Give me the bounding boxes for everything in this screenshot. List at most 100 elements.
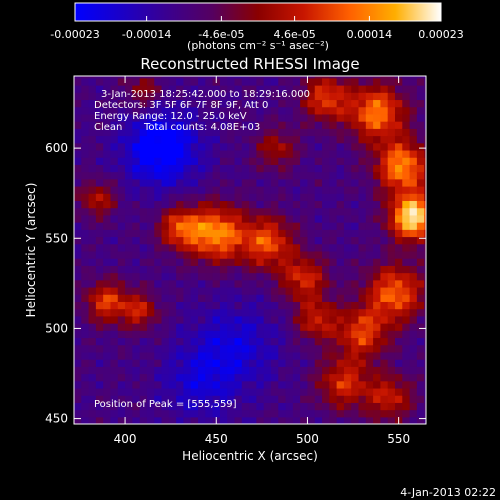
heatmap-cell xyxy=(307,185,316,194)
heatmap-cell xyxy=(212,135,221,144)
heatmap-cell xyxy=(263,207,272,216)
y-tick-label: 500 xyxy=(45,321,68,335)
heatmap-cell xyxy=(424,171,426,180)
heatmap-cell xyxy=(190,178,199,187)
heatmap-cell xyxy=(292,106,301,115)
heatmap-cell xyxy=(168,207,177,216)
heatmap-cell xyxy=(270,272,279,281)
heatmap-cell xyxy=(424,308,426,317)
heatmap-cell xyxy=(125,250,133,259)
heatmap-cell xyxy=(132,85,141,93)
heatmap-cell xyxy=(322,395,330,403)
heatmap-cell xyxy=(394,99,403,108)
heatmap-cell xyxy=(198,344,206,353)
colorbar-ticks: -0.00023 -0.00014 -4.6e-05 4.6e-05 0.00014 0.… xyxy=(50,16,464,41)
heatmap-cell xyxy=(161,236,170,245)
heatmap-cell xyxy=(154,185,163,194)
heatmap-cell xyxy=(373,279,382,288)
heatmap-cell xyxy=(270,301,279,310)
heatmap-cell xyxy=(139,250,148,259)
heatmap-cell xyxy=(300,236,309,245)
heatmap-cell xyxy=(154,157,163,165)
heatmap-cell xyxy=(154,337,163,346)
heatmap-cell xyxy=(132,272,141,281)
heatmap-cell xyxy=(387,402,396,411)
heatmap-cell xyxy=(110,395,119,403)
heatmap-cell xyxy=(88,121,97,129)
heatmap-cell xyxy=(205,236,214,245)
heatmap-cell xyxy=(227,149,236,158)
heatmap-cell xyxy=(81,200,90,209)
heatmap-cell xyxy=(212,85,221,93)
heatmap-cell xyxy=(351,178,360,187)
y-tick-label: 600 xyxy=(45,141,68,155)
heatmap-cell xyxy=(205,286,214,295)
heatmap-cell xyxy=(161,286,170,295)
heatmap-cell xyxy=(278,222,287,230)
heatmap-cell xyxy=(227,178,236,187)
heatmap-cell xyxy=(249,330,257,339)
heatmap-cell xyxy=(168,250,177,259)
heatmap-cell xyxy=(219,85,228,93)
heatmap-cell xyxy=(424,214,426,223)
heatmap-cell xyxy=(125,106,133,115)
heatmap-cell xyxy=(380,337,389,346)
heatmap-cell xyxy=(81,142,90,151)
heatmap-cell xyxy=(300,359,309,367)
heatmap-cell xyxy=(292,85,301,93)
heatmap-cell xyxy=(343,193,352,202)
heatmap-cell xyxy=(351,416,360,424)
heatmap-cell xyxy=(300,92,309,101)
heatmap-cell xyxy=(219,344,228,353)
heatmap-cell xyxy=(365,229,374,238)
heatmap-cell xyxy=(227,315,236,324)
heatmap-cell xyxy=(81,387,90,396)
heatmap-cell xyxy=(263,359,272,367)
heatmap-cell xyxy=(146,387,155,396)
heatmap-cell xyxy=(394,135,403,144)
heatmap-cell xyxy=(95,171,104,180)
heatmap-cell xyxy=(212,330,221,339)
heatmap-cell xyxy=(198,222,206,230)
heatmap-cell xyxy=(74,366,82,375)
heatmap-cell xyxy=(373,77,382,86)
heatmap-cell xyxy=(103,416,112,424)
heatmap-cell xyxy=(292,380,301,389)
heatmap-cell xyxy=(424,164,426,173)
heatmap-cell xyxy=(351,279,360,288)
heatmap-cell xyxy=(358,323,367,331)
heatmap-cell xyxy=(358,308,367,317)
heatmap-cell xyxy=(110,207,119,216)
heatmap-cell xyxy=(365,286,374,295)
heatmap-cell xyxy=(285,229,294,238)
heatmap-cell xyxy=(380,222,389,230)
heatmap-cell xyxy=(190,157,199,165)
heatmap-cell xyxy=(198,164,206,173)
heatmap-cell xyxy=(161,164,170,173)
heatmap-cell xyxy=(183,85,192,93)
heatmap-cell xyxy=(198,286,206,295)
heatmap-cell xyxy=(409,76,418,79)
heatmap-cell xyxy=(125,99,133,108)
heatmap-cell xyxy=(176,387,185,396)
heatmap-cell xyxy=(365,387,374,396)
heatmap-cell xyxy=(300,301,309,310)
heatmap-cell xyxy=(110,229,119,238)
heatmap-cell xyxy=(168,85,177,93)
heatmap-cell xyxy=(103,207,112,216)
heatmap-cell xyxy=(424,301,426,310)
heatmap-cell xyxy=(176,135,185,144)
heatmap-cell xyxy=(219,200,228,209)
heatmap-cell xyxy=(373,193,382,202)
heatmap-cell xyxy=(205,106,214,115)
heatmap-cell xyxy=(110,258,119,266)
heatmap-cell xyxy=(365,308,374,317)
heatmap-cell xyxy=(234,106,243,115)
heatmap-cell xyxy=(81,149,90,158)
heatmap-cell xyxy=(146,272,155,281)
heatmap-cell xyxy=(424,387,426,396)
heatmap-cell xyxy=(278,92,287,101)
heatmap-cell xyxy=(365,92,374,101)
heatmap-cell xyxy=(212,92,221,101)
heatmap-cell xyxy=(95,351,104,360)
